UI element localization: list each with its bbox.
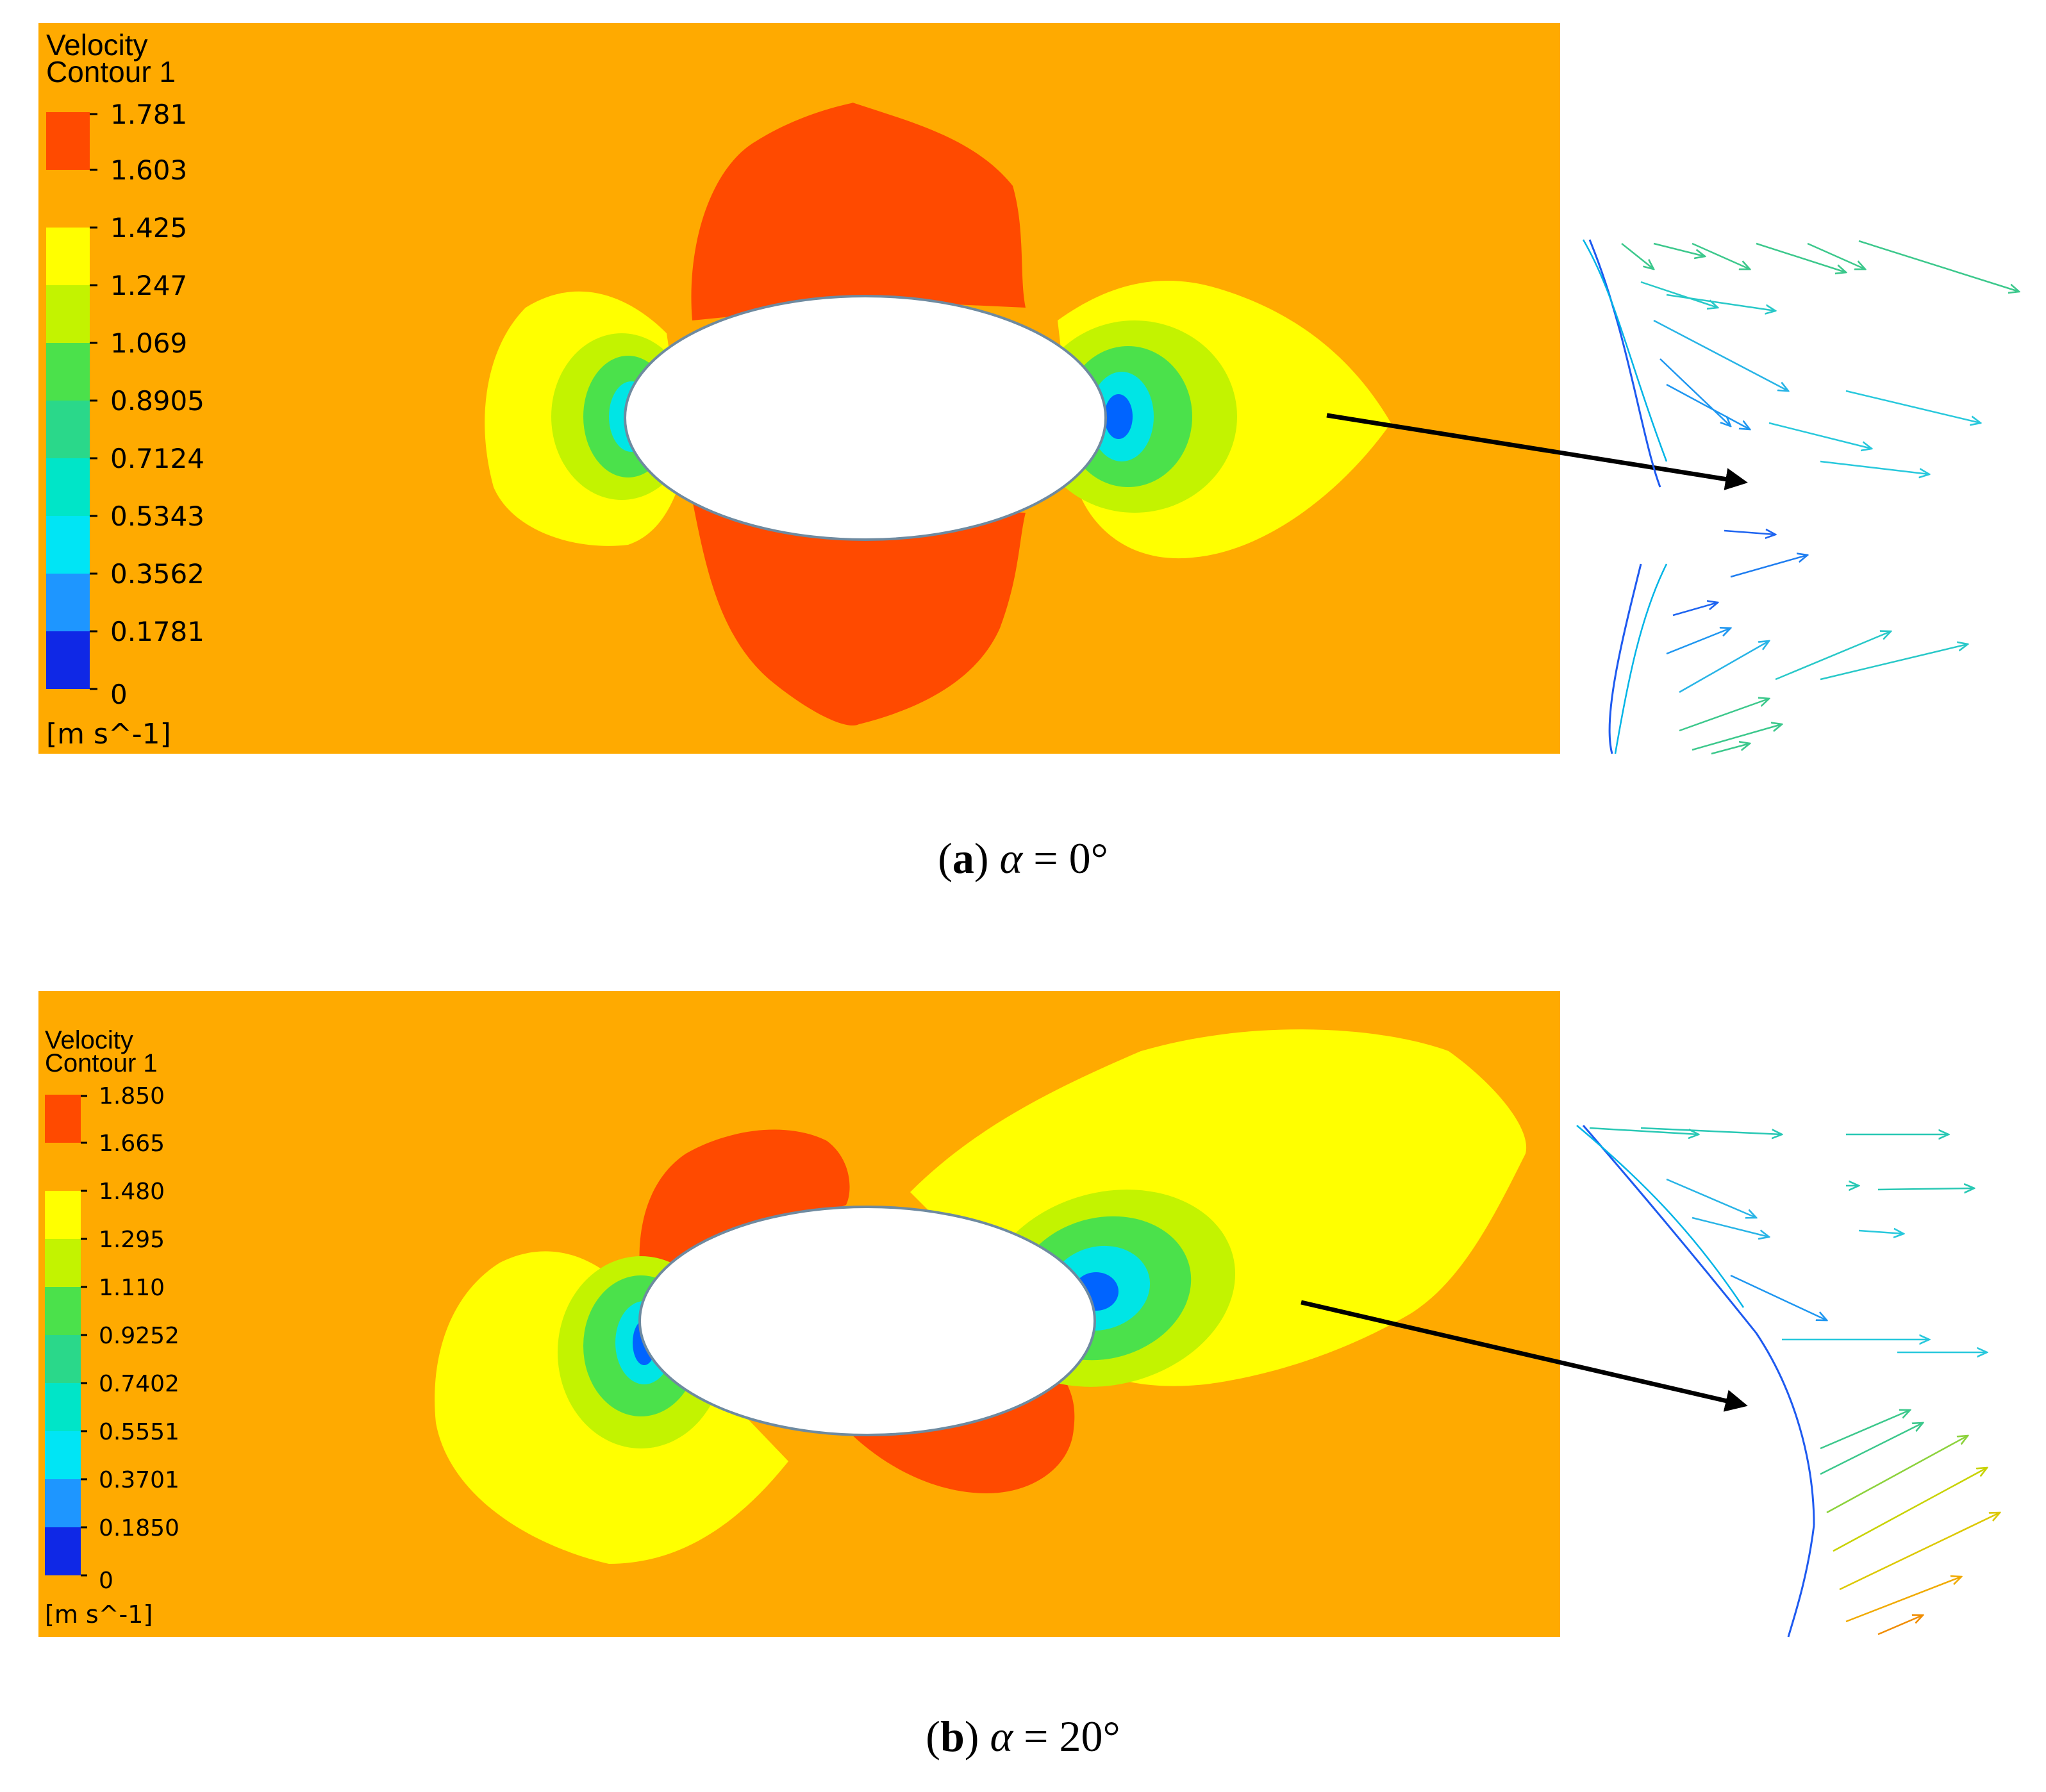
panel-b-legend-subtitle: Contour 1 <box>45 1049 158 1077</box>
panel-a-legend-title: Velocity <box>46 28 148 62</box>
panel-a-legend-tick: 0.8905 <box>110 385 204 417</box>
panel-a-legend-tick: 0.1781 <box>110 616 204 647</box>
panel-a-legend-subtitle: Contour 1 <box>46 55 176 88</box>
panel-a-wall-vectors <box>1588 239 1661 754</box>
panel-b-upper-red-lobe <box>639 1129 850 1282</box>
panel-a-legend-swatch <box>46 516 90 574</box>
panel-b-legend-tick: 0.9252 <box>99 1323 179 1349</box>
panel-b-wall-vectors <box>1582 1125 1815 1638</box>
panel-a-contour-plot: Velocity Contour 1 <box>38 23 1748 754</box>
panel-a-legend-swatch <box>46 112 90 170</box>
panel-a-legend-unit: [m s^-1] <box>46 718 171 751</box>
panel-a-legend-tick: 0.7124 <box>110 443 204 474</box>
panel-b-caption-value: = 20° <box>1013 1712 1120 1761</box>
panel-a-legend-tick: 1.781 <box>110 99 187 130</box>
panel-a-legend-swatch <box>46 458 90 516</box>
panel-b-legend-tick: 1.850 <box>99 1083 165 1109</box>
panel-b-legend-tick: 1.110 <box>99 1275 165 1301</box>
panel-a-caption: (a) α = 0° <box>938 834 1108 883</box>
panel-b-legend-tick: 0.5551 <box>99 1419 179 1445</box>
panel-a-caption-symbol: α <box>999 834 1023 883</box>
panel-b-legend-tick: 1.295 <box>99 1227 165 1253</box>
panel-b-legend-swatch <box>45 1431 81 1479</box>
panel-a-caption-letter: a <box>952 834 974 883</box>
panel-b-legend-swatch <box>45 1191 81 1239</box>
panel-a-legend-tick: 0 <box>110 679 128 710</box>
panel-b-legend-tick: 0 <box>99 1568 113 1594</box>
panel-a-legend-tick: 1.247 <box>110 270 187 301</box>
panel-b-legend-swatch <box>45 1527 81 1575</box>
panel-b-legend-swatch <box>45 1335 81 1383</box>
panel-a-legend-swatch <box>46 343 90 401</box>
panel-b-legend-title: Velocity <box>45 1026 133 1054</box>
panel-b-legend-tick: 0.7402 <box>99 1371 179 1397</box>
panel-a-legend-swatch <box>46 285 90 343</box>
panel-b-legend-swatch <box>45 1383 81 1431</box>
panel-a-upper-red-lobe <box>691 103 1026 320</box>
panel-b-elliptical-body <box>638 1206 1096 1436</box>
panel-a-right-blue-zone <box>1104 394 1133 439</box>
panel-b-legend-swatch <box>45 1239 81 1287</box>
panel-b-legend-tick: 1.480 <box>99 1179 165 1205</box>
panel-b-zoom-pointer-arrow <box>1301 1300 1748 1412</box>
panel-b-caption-letter: b <box>940 1712 965 1761</box>
panel-a-legend-swatch <box>46 631 90 689</box>
panel-b-contour-plot: Velocity Contour 1 <box>38 991 1748 1637</box>
panel-a-legend-swatch <box>46 574 90 631</box>
panel-a-legend-tick: 1.603 <box>110 154 187 186</box>
panel-b-legend-swatch <box>45 1479 81 1527</box>
panel-a-elliptical-body <box>624 295 1107 541</box>
panel-b-legend-unit: [m s^-1] <box>45 1600 153 1629</box>
panel-a-legend: Velocity Contour 1 <box>46 28 204 751</box>
panel-a-velocity-vector-inset <box>1582 239 2019 755</box>
panel-b-velocity-vector-inset <box>1576 1125 2000 1638</box>
panel-a-legend-tick: 0.5343 <box>110 501 204 532</box>
panel-b-legend-swatch <box>45 1287 81 1335</box>
panel-a-legend-swatch <box>46 228 90 285</box>
panel-b-legend-swatch <box>45 1095 81 1143</box>
panel-b-caption: (b) α = 20° <box>926 1712 1120 1761</box>
panel-b-legend-swatch <box>45 1143 81 1191</box>
panel-a-legend-swatch <box>46 170 90 228</box>
panel-a-legend-swatch <box>46 401 90 458</box>
panel-b-legend: Velocity Contour 1 <box>45 1026 179 1629</box>
panel-b-caption-symbol: α <box>990 1712 1013 1761</box>
panel-b-legend-tick: 0.3701 <box>99 1467 179 1493</box>
panel-b-legend-tick: 1.665 <box>99 1131 165 1157</box>
panel-a-legend-tick: 0.3562 <box>110 558 204 590</box>
panel-b-legend-tick: 0.1850 <box>99 1515 179 1541</box>
panel-a-lower-red-lobe <box>692 500 1026 726</box>
panel-a-legend-tick: 1.425 <box>110 212 187 244</box>
panel-a-legend-tick: 1.069 <box>110 328 187 359</box>
panel-a-caption-value: = 0° <box>1022 834 1108 883</box>
panel-a-zoom-pointer-arrow <box>1326 413 1748 490</box>
